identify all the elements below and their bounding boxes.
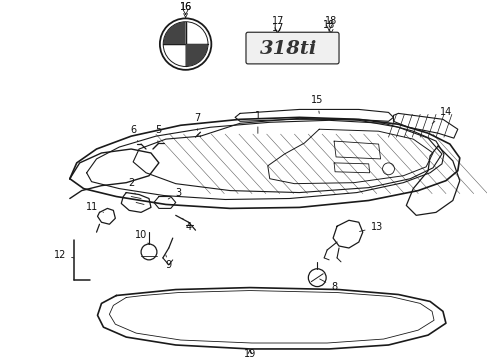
Text: 14: 14	[432, 107, 452, 123]
Text: 5: 5	[155, 125, 161, 143]
Text: 18: 18	[323, 20, 335, 30]
Text: 3: 3	[168, 188, 182, 199]
Text: 16: 16	[179, 3, 192, 13]
Text: 2: 2	[128, 177, 135, 194]
Text: 16: 16	[179, 3, 192, 18]
Text: 17: 17	[271, 16, 284, 33]
Text: 19: 19	[244, 349, 256, 359]
Text: 12: 12	[54, 250, 74, 260]
Text: 6: 6	[130, 125, 138, 141]
Wedge shape	[186, 44, 208, 66]
Text: 13: 13	[360, 222, 383, 232]
Text: 9: 9	[166, 255, 172, 270]
FancyBboxPatch shape	[246, 32, 339, 64]
Wedge shape	[164, 22, 186, 44]
Text: 10: 10	[135, 230, 149, 244]
Text: 8: 8	[319, 279, 337, 292]
Text: 15: 15	[311, 95, 323, 113]
Text: 1: 1	[255, 111, 261, 133]
Text: 11: 11	[85, 202, 103, 212]
Text: 4: 4	[183, 218, 192, 232]
Text: 318ti: 318ti	[259, 40, 317, 58]
Text: 17: 17	[271, 23, 284, 33]
Text: 7: 7	[195, 113, 200, 130]
Text: 18: 18	[325, 16, 337, 33]
